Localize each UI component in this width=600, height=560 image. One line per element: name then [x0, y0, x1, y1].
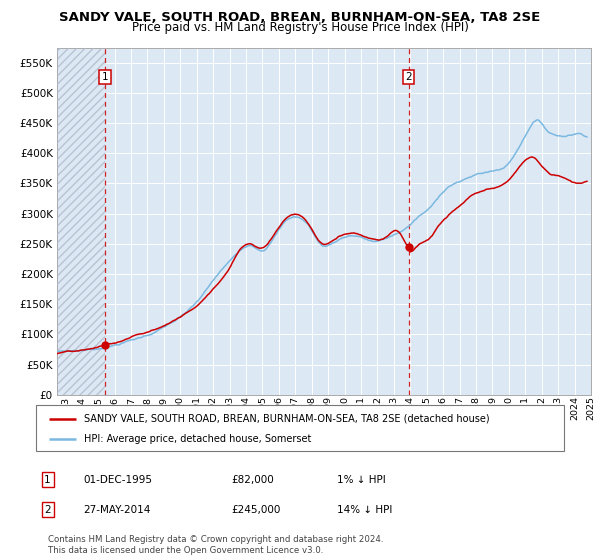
Text: 2: 2 — [44, 505, 51, 515]
Text: 2: 2 — [406, 72, 412, 82]
Text: Price paid vs. HM Land Registry's House Price Index (HPI): Price paid vs. HM Land Registry's House … — [131, 21, 469, 34]
Bar — [57, 48, 105, 395]
Text: 1: 1 — [101, 72, 108, 82]
Text: SANDY VALE, SOUTH ROAD, BREAN, BURNHAM-ON-SEA, TA8 2SE: SANDY VALE, SOUTH ROAD, BREAN, BURNHAM-O… — [59, 11, 541, 24]
Text: £82,000: £82,000 — [232, 474, 274, 484]
Text: 1% ↓ HPI: 1% ↓ HPI — [337, 474, 386, 484]
Text: SANDY VALE, SOUTH ROAD, BREAN, BURNHAM-ON-SEA, TA8 2SE (detached house): SANDY VALE, SOUTH ROAD, BREAN, BURNHAM-O… — [83, 414, 489, 424]
Text: 27-MAY-2014: 27-MAY-2014 — [83, 505, 151, 515]
Text: 1: 1 — [44, 474, 51, 484]
Text: 01-DEC-1995: 01-DEC-1995 — [83, 474, 152, 484]
Text: 14% ↓ HPI: 14% ↓ HPI — [337, 505, 392, 515]
Text: Contains HM Land Registry data © Crown copyright and database right 2024.
This d: Contains HM Land Registry data © Crown c… — [47, 535, 383, 555]
Bar — [57, 48, 105, 395]
Text: £245,000: £245,000 — [232, 505, 281, 515]
Text: HPI: Average price, detached house, Somerset: HPI: Average price, detached house, Some… — [83, 434, 311, 444]
